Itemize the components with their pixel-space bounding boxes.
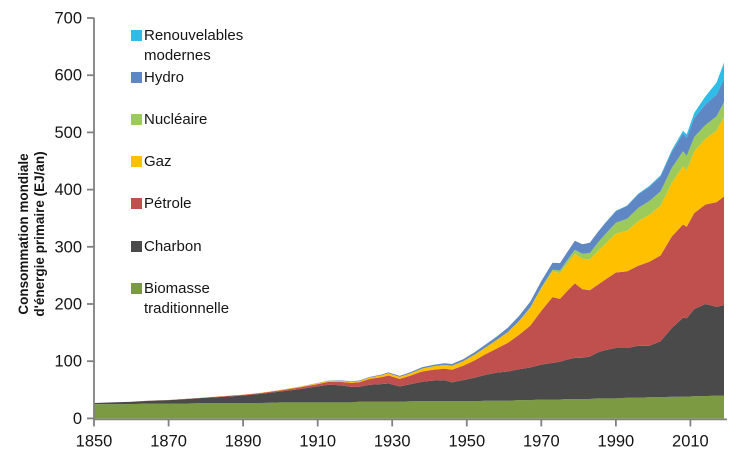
area-charbon (94, 304, 724, 405)
axes (87, 17, 727, 427)
area-hydro (94, 79, 724, 403)
x-tick-label: 1990 (598, 432, 635, 450)
y-tick-label: 500 (54, 124, 82, 142)
y-tick-label: 600 (54, 67, 82, 85)
y-tick-label: 700 (54, 10, 82, 28)
y-axis-title: Consommation mondiale d'énergie primaire… (16, 84, 50, 384)
x-tick-label: 1910 (299, 432, 336, 450)
x-tick-label: 1870 (150, 432, 187, 450)
y-tick-label: 0 (73, 410, 82, 428)
x-tick-label: 1930 (374, 432, 411, 450)
x-tick-label: 1950 (448, 432, 485, 450)
y-axis-title-line1: Consommation mondiale (16, 153, 31, 315)
y-tick-label: 200 (54, 296, 82, 314)
stacked-areas (94, 62, 724, 419)
y-tick-label: 400 (54, 181, 82, 199)
x-tick-label: 1890 (225, 432, 262, 450)
x-tick-label: 2010 (672, 432, 709, 450)
area-biomasse_traditionnelle (94, 395, 724, 419)
x-tick-label: 1850 (76, 432, 113, 450)
area-gaz (94, 117, 724, 403)
y-tick-label: 300 (54, 238, 82, 256)
tick-labels: 0 100 200 300 400 500 600 700 1850 1870 1890 1910 19… (54, 10, 708, 451)
area-petrole (94, 196, 724, 403)
y-axis-title-line2: d'énergie primaire (EJ/an) (32, 151, 47, 317)
y-tick-label: 100 (54, 353, 82, 371)
x-tick-label: 1970 (523, 432, 560, 450)
